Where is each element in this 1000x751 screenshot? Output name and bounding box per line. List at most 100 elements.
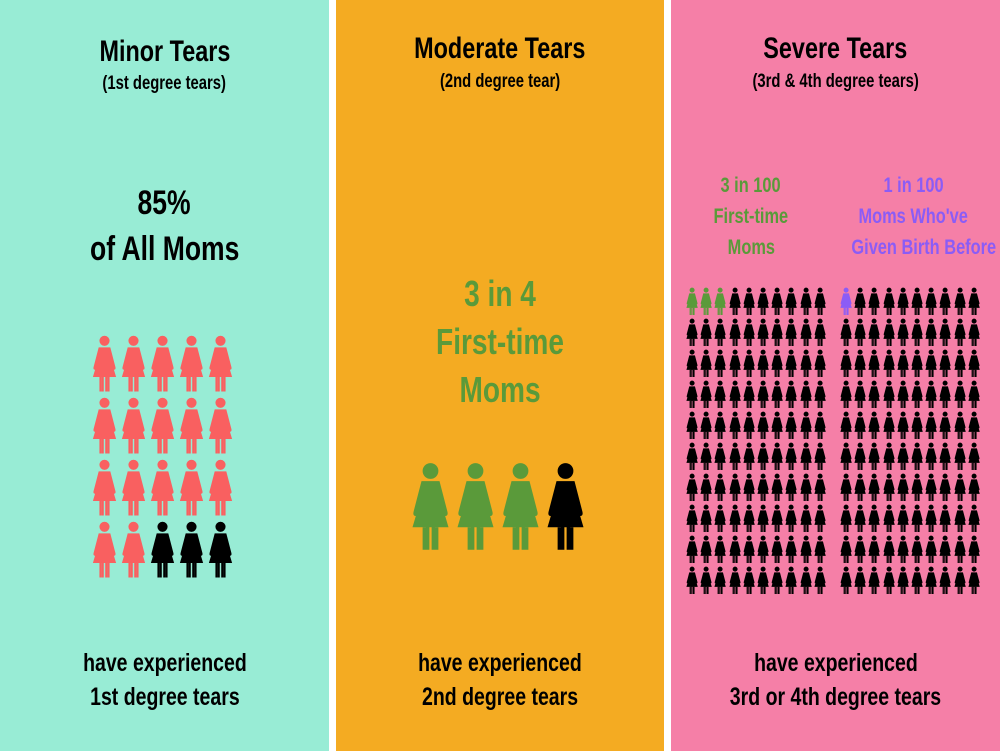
- woman-icon: [910, 503, 924, 534]
- woman-icon: [853, 472, 867, 503]
- woman-icon: [699, 317, 713, 348]
- stat-given-birth-before: 1 in 100 Moms Who've Given Birth Before: [851, 174, 997, 259]
- woman-icon: [867, 286, 881, 317]
- woman-icon: [177, 519, 206, 581]
- woman-icon: [799, 472, 813, 503]
- bottom-caption: have experienced 3rd or 4th degree tears: [729, 649, 942, 711]
- woman-icon: [784, 348, 798, 379]
- woman-icon: [839, 534, 853, 565]
- woman-icon: [685, 503, 699, 534]
- woman-icon: [699, 472, 713, 503]
- woman-icon: [839, 317, 853, 348]
- woman-icon: [910, 317, 924, 348]
- woman-icon: [938, 503, 952, 534]
- woman-icon: [685, 379, 699, 410]
- woman-icon: [699, 503, 713, 534]
- woman-icon: [967, 472, 981, 503]
- stat-first-time: 3 in 100 First-time Moms: [713, 174, 789, 259]
- woman-icon: [756, 286, 770, 317]
- woman-icon: [924, 565, 938, 596]
- panel-title: Moderate Tears: [414, 32, 586, 65]
- woman-icon: [784, 472, 798, 503]
- woman-icon-affected: [177, 395, 206, 457]
- woman-icon-affected: [148, 457, 177, 519]
- woman-icon: [685, 410, 699, 441]
- woman-icon: [882, 565, 896, 596]
- woman-icon: [910, 348, 924, 379]
- bottom-caption: have experienced 2nd degree tears: [418, 649, 582, 711]
- woman-icon: [770, 410, 784, 441]
- woman-icon: [770, 441, 784, 472]
- woman-icon-affected: [713, 286, 727, 317]
- woman-icon-affected: [206, 457, 235, 519]
- woman-icon: [813, 379, 827, 410]
- panel-title: Minor Tears: [99, 35, 230, 68]
- panel-minor-tears: Minor Tears (1st degree tears) 85% of Al…: [0, 0, 329, 751]
- woman-icon: [784, 379, 798, 410]
- woman-icon: [882, 286, 896, 317]
- woman-icon: [882, 317, 896, 348]
- woman-icon: [967, 565, 981, 596]
- woman-icon: [713, 410, 727, 441]
- woman-icon: [910, 441, 924, 472]
- woman-icon: [742, 565, 756, 596]
- woman-icon: [953, 441, 967, 472]
- woman-icon: [896, 472, 910, 503]
- woman-icon: [882, 503, 896, 534]
- woman-icon: [756, 379, 770, 410]
- woman-icon: [953, 503, 967, 534]
- woman-icon: [867, 441, 881, 472]
- woman-icon: [867, 379, 881, 410]
- woman-icon: [799, 317, 813, 348]
- woman-icon: [799, 348, 813, 379]
- woman-icon: [910, 410, 924, 441]
- woman-icon: [685, 565, 699, 596]
- woman-icon: [728, 565, 742, 596]
- woman-icon: [938, 565, 952, 596]
- woman-icon: [896, 534, 910, 565]
- woman-icon-affected: [90, 519, 119, 581]
- woman-icon-affected: [90, 333, 119, 395]
- woman-icon: [896, 441, 910, 472]
- woman-icon: [924, 441, 938, 472]
- woman-icon: [206, 519, 235, 581]
- woman-icon: [853, 410, 867, 441]
- woman-icon: [839, 379, 853, 410]
- woman-icon: [867, 503, 881, 534]
- woman-icon: [896, 317, 910, 348]
- woman-icon: [742, 534, 756, 565]
- panel-moderate-tears: Moderate Tears (2nd degree tear) 3 in 4 …: [336, 0, 664, 751]
- woman-icon-affected: [177, 333, 206, 395]
- woman-icon: [699, 379, 713, 410]
- woman-icon: [896, 348, 910, 379]
- woman-icon: [699, 348, 713, 379]
- woman-icon: [813, 317, 827, 348]
- woman-icon: [784, 441, 798, 472]
- woman-icon-affected: [408, 457, 453, 557]
- woman-icon: [713, 565, 727, 596]
- woman-icon: [853, 534, 867, 565]
- woman-icon: [896, 379, 910, 410]
- woman-icon: [967, 379, 981, 410]
- woman-icon-affected: [148, 333, 177, 395]
- woman-icon: [924, 410, 938, 441]
- woman-icon: [967, 317, 981, 348]
- woman-icon: [853, 286, 867, 317]
- woman-icon: [839, 472, 853, 503]
- woman-icon: [770, 565, 784, 596]
- woman-icon: [839, 441, 853, 472]
- woman-icon: [756, 317, 770, 348]
- woman-icon-affected: [498, 457, 543, 557]
- pictograph-severe-first-time: [685, 286, 827, 596]
- woman-icon: [896, 410, 910, 441]
- woman-icon: [813, 286, 827, 317]
- woman-icon: [713, 441, 727, 472]
- woman-icon: [770, 503, 784, 534]
- woman-icon: [882, 441, 896, 472]
- woman-icon-affected: [90, 395, 119, 457]
- woman-icon: [784, 286, 798, 317]
- woman-icon: [882, 348, 896, 379]
- woman-icon: [938, 441, 952, 472]
- woman-icon: [938, 534, 952, 565]
- woman-icon: [713, 503, 727, 534]
